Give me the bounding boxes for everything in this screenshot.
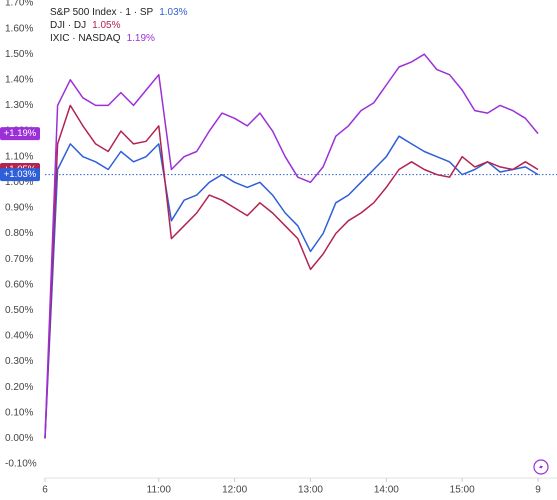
series-line: [44, 104, 539, 439]
x-tick-label: 6: [42, 485, 48, 496]
legend-name: S&P 500 Index · 1 · SP: [50, 7, 154, 18]
x-tick-label: 14:00: [374, 485, 399, 496]
y-tick-label: 0.70%: [5, 254, 33, 265]
series-line: [44, 135, 539, 439]
change-tag-label: +1.03%: [4, 169, 37, 180]
icon-ring: [533, 459, 549, 475]
y-tick-label: 0.40%: [5, 331, 33, 342]
y-tick-label: -0.10%: [5, 459, 37, 470]
legend-value: 1.03%: [159, 7, 187, 18]
y-tick-label: 1.10%: [5, 151, 33, 162]
legend-entry: DJI · DJ 1.05%: [50, 20, 121, 31]
x-tick-label: 12:00: [222, 485, 247, 496]
legend-value: 1.05%: [92, 20, 120, 31]
legend-value: 1.19%: [127, 33, 155, 44]
y-tick-label: 0.50%: [5, 305, 33, 316]
flash-icon[interactable]: [533, 459, 549, 475]
legend-entry: S&P 500 Index · 1 · SP 1.03%: [50, 7, 188, 18]
series-line: [44, 53, 539, 439]
change-tag: [0, 168, 40, 182]
y-tick-label: 0.90%: [5, 203, 33, 214]
y-tick-label: 0.20%: [5, 382, 33, 393]
change-tag: [0, 127, 40, 141]
y-tick-label: 1.40%: [5, 74, 33, 85]
y-tick-label: 0.60%: [5, 279, 33, 290]
x-tick-label: 9: [535, 485, 541, 496]
y-tick-label: 0.10%: [5, 407, 33, 418]
y-tick-label: 1.60%: [5, 23, 33, 34]
legend-entry: IXIC · NASDAQ 1.19%: [50, 33, 155, 44]
y-tick-label: 1.30%: [5, 100, 33, 111]
x-tick-label: 15:00: [450, 485, 475, 496]
y-tick-label: 1.50%: [5, 49, 33, 60]
x-tick-label: 11:00: [147, 485, 172, 496]
y-tick-label: 1.00%: [5, 177, 33, 188]
x-tick-label: 13:00: [298, 485, 323, 496]
legend-name: DJI · DJ: [50, 20, 86, 31]
y-tick-label: 0.00%: [5, 433, 33, 444]
change-tag-label: +1.19%: [4, 128, 37, 139]
icon-bolt: [539, 463, 543, 471]
y-tick-label: 0.80%: [5, 228, 33, 239]
legend-name: IXIC · NASDAQ: [50, 33, 121, 44]
y-tick-label: 0.30%: [5, 356, 33, 367]
y-tick-label: 1.70%: [5, 0, 33, 9]
